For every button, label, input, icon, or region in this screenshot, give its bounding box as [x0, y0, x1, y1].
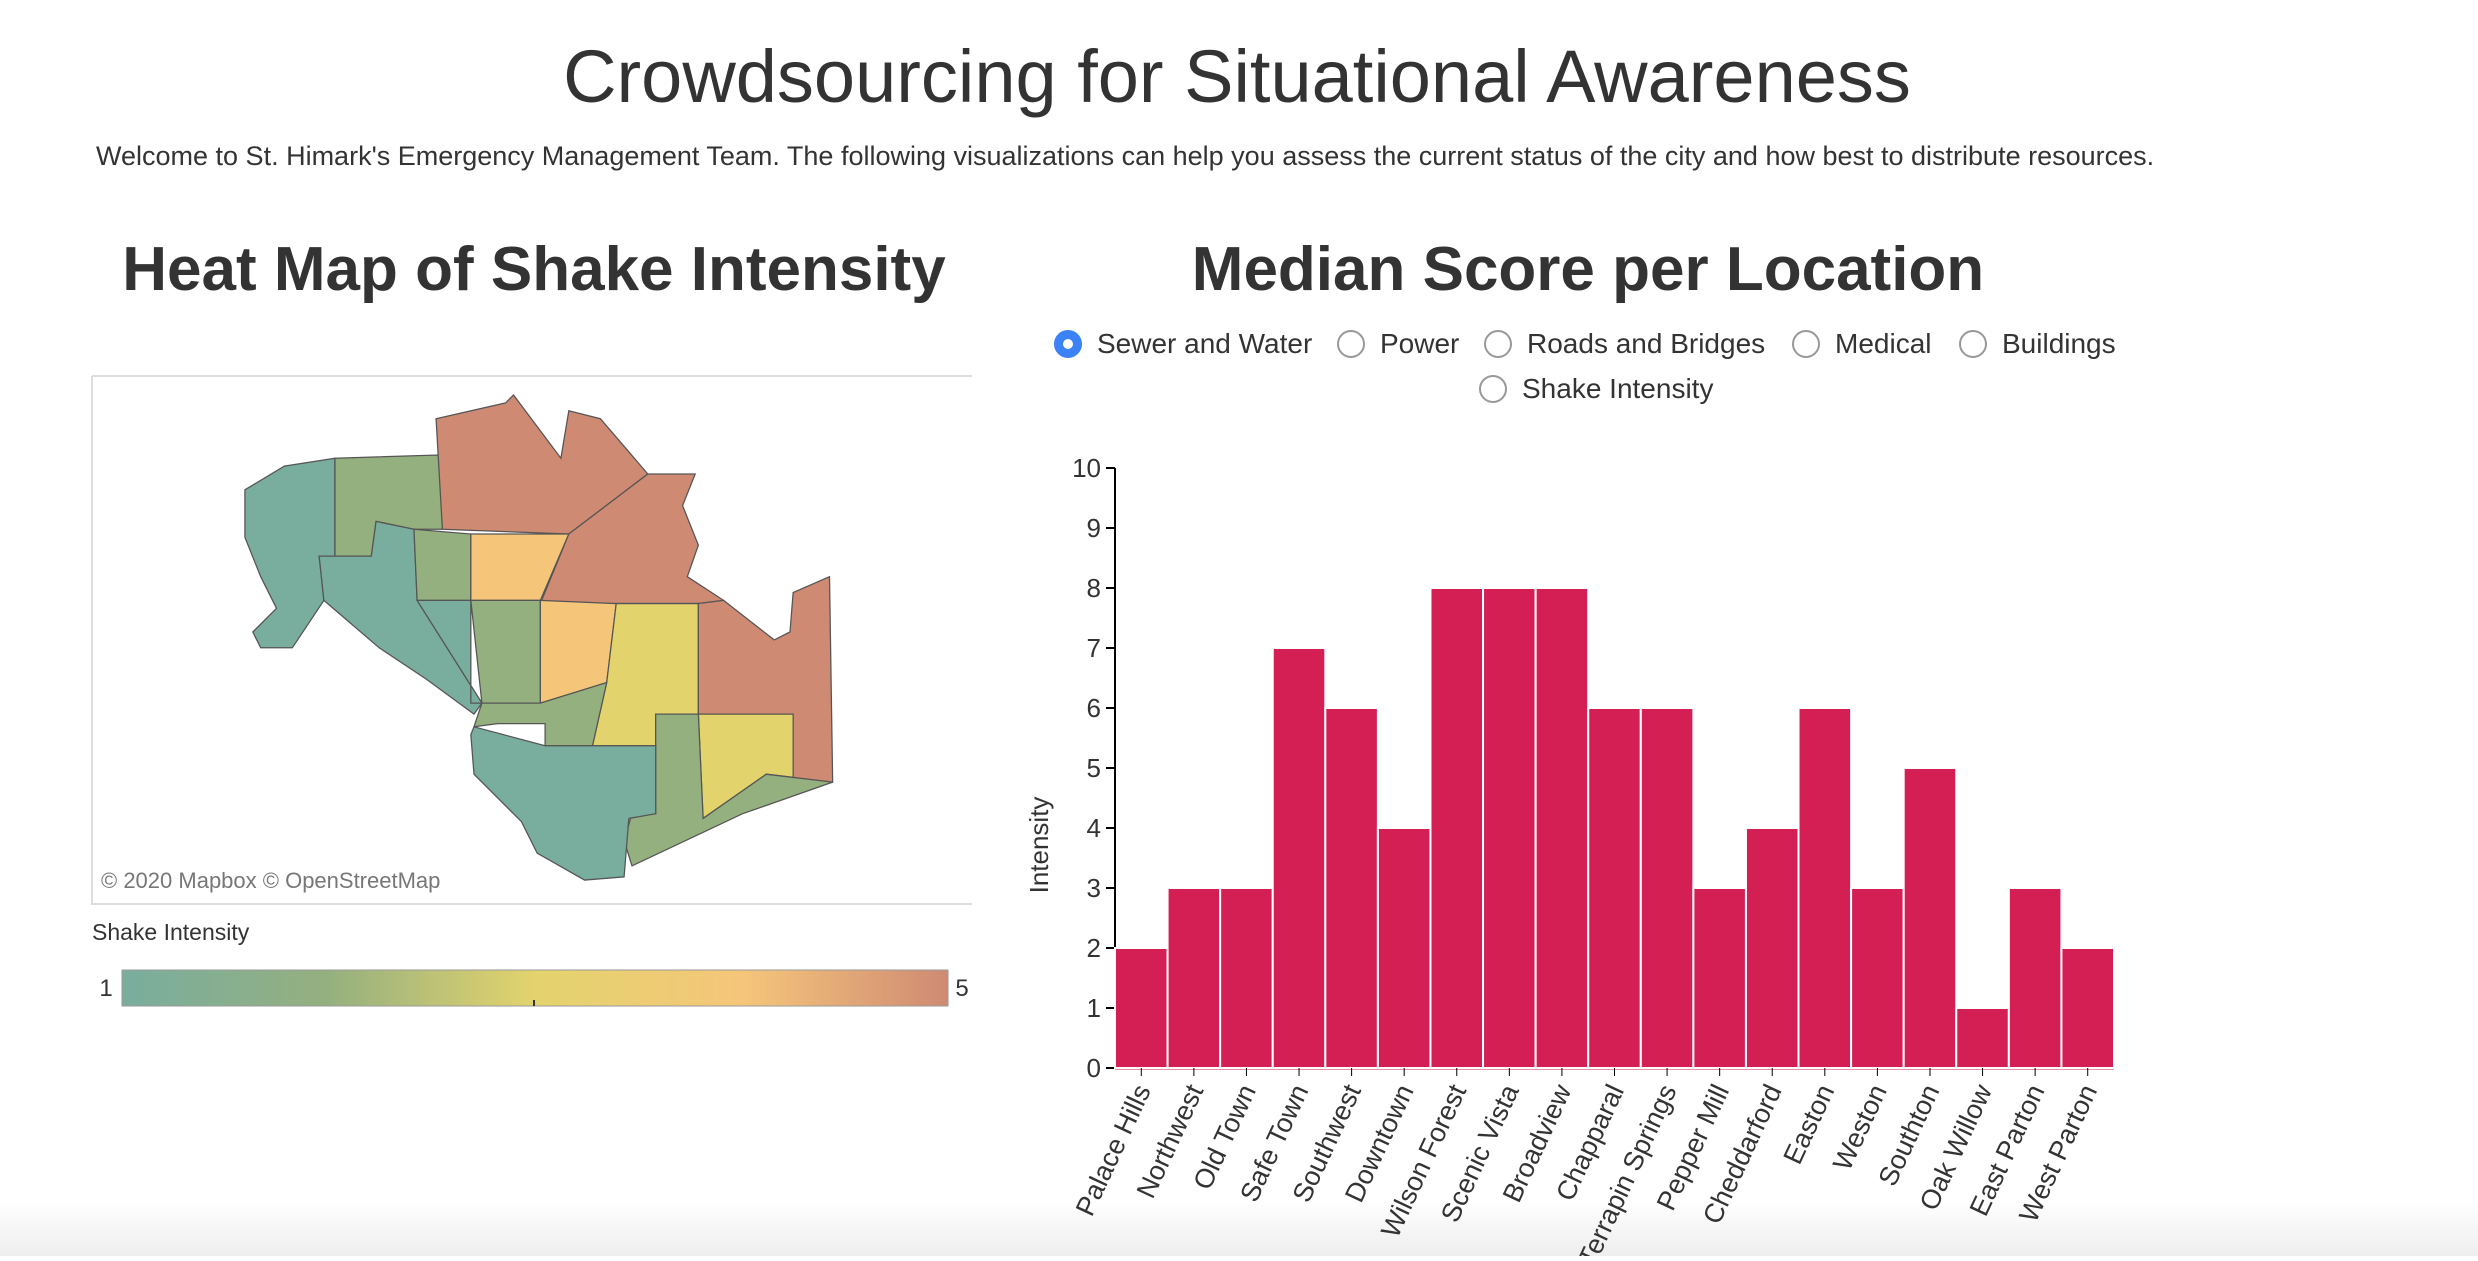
map-frame — [91, 375, 972, 905]
bar — [1166, 887, 1222, 1069]
map-attribution: © 2020 Mapbox © OpenStreetMap — [101, 868, 440, 893]
y-tick-label: 10 — [1072, 453, 1101, 483]
y-tick-label: 5 — [1087, 753, 1101, 783]
bar — [2060, 947, 2116, 1069]
legend-gradient — [121, 969, 949, 1007]
bar — [1639, 707, 1695, 1069]
bar — [1692, 887, 1747, 1069]
y-tick-label: 2 — [1087, 933, 1101, 963]
bar — [1324, 707, 1379, 1069]
bar — [1850, 887, 1905, 1069]
radio-label[interactable]: Buildings — [2002, 328, 2116, 359]
bar — [1797, 707, 1853, 1069]
bar — [1902, 767, 1958, 1069]
bar — [1376, 827, 1432, 1069]
y-tick-label: 0 — [1087, 1053, 1101, 1083]
radio-dot — [1063, 339, 1073, 349]
page-title: Crowdsourcing for Situational Awareness — [563, 35, 1911, 118]
radio-label[interactable]: Shake Intensity — [1522, 373, 1713, 404]
y-tick-label: 3 — [1087, 873, 1101, 903]
radio-group: Sewer and Water Power Roads and Bridges Med… — [1054, 328, 2116, 404]
y-tick-label: 9 — [1087, 513, 1101, 543]
bottom-shade — [0, 1200, 2478, 1256]
bar — [1114, 947, 1169, 1069]
map-title: Heat Map of Shake Intensity — [122, 235, 946, 304]
bar — [1429, 587, 1485, 1069]
radio-label[interactable]: Sewer and Water — [1097, 328, 1312, 359]
bar — [1271, 647, 1327, 1069]
x-tick-label: Palace Hills — [1070, 1080, 1157, 1221]
radio-label[interactable]: Power — [1380, 328, 1459, 359]
y-axis-label: Intensity — [1024, 797, 1054, 894]
radio-button[interactable] — [1959, 330, 1987, 358]
y-tick-label: 1 — [1087, 993, 1101, 1023]
y-tick-label: 8 — [1087, 573, 1101, 603]
y-tick-label: 6 — [1087, 693, 1101, 723]
radio-button[interactable] — [1792, 330, 1820, 358]
y-tick-label: 7 — [1087, 633, 1101, 663]
radio-label[interactable]: Medical — [1835, 328, 1931, 359]
page-description: Welcome to St. Himark's Emergency Manage… — [96, 141, 2154, 171]
y-tick-label: 4 — [1087, 813, 1101, 843]
radio-button[interactable] — [1484, 330, 1512, 358]
bar — [1744, 827, 1800, 1069]
legend-max: 5 — [955, 975, 968, 1002]
radio-button[interactable] — [1337, 330, 1365, 358]
bar — [1482, 587, 1537, 1069]
legend-title: Shake Intensity — [92, 919, 250, 945]
bar — [1955, 1007, 2010, 1069]
bar — [2007, 887, 2063, 1069]
legend-min: 1 — [99, 975, 112, 1002]
bar — [1534, 587, 1590, 1069]
map-regions — [244, 394, 834, 881]
radio-button[interactable] — [1479, 375, 1507, 403]
bar — [1219, 887, 1274, 1069]
chart-title: Median Score per Location — [1192, 235, 1984, 304]
bar — [1587, 707, 1642, 1069]
radio-label[interactable]: Roads and Bridges — [1527, 328, 1765, 359]
